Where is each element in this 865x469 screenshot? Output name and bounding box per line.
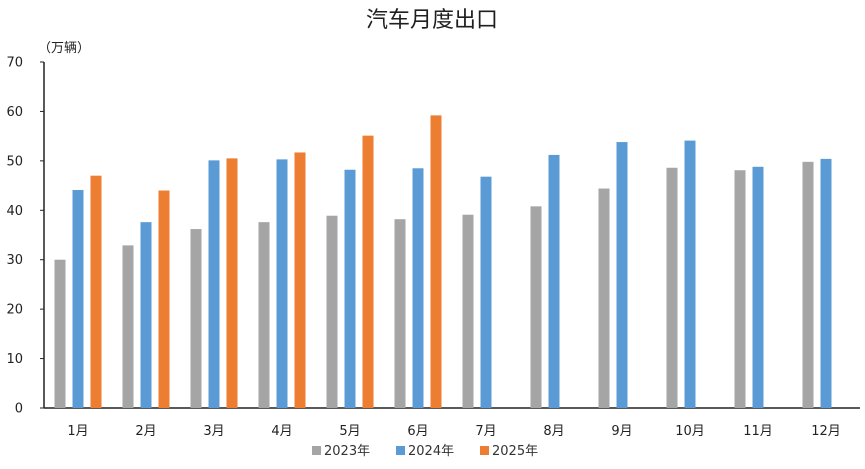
bar-2024年-9月 bbox=[616, 142, 628, 408]
x-tick-label: 4月 bbox=[271, 424, 292, 439]
bar-2024年-6月 bbox=[412, 168, 424, 408]
bar-2025年-5月 bbox=[362, 135, 374, 409]
bar-2024年-4月 bbox=[276, 159, 288, 408]
bar-2024年-3月 bbox=[208, 160, 220, 408]
bar-2024年-12月 bbox=[820, 158, 832, 408]
x-tick-label: 1月 bbox=[67, 424, 88, 439]
y-tick-label: 70 bbox=[6, 56, 23, 71]
y-tick-label: 30 bbox=[6, 253, 23, 268]
y-tick-label: 10 bbox=[6, 352, 23, 367]
bar-2024年-11月 bbox=[752, 166, 764, 408]
legend-swatch bbox=[312, 446, 321, 455]
x-tick-label: 7月 bbox=[475, 424, 496, 439]
bar-2023年-4月 bbox=[258, 222, 270, 408]
legend-label: 2023年 bbox=[324, 444, 370, 459]
x-axis: 1月 2月 3月 4月 5月 6月 7月 8月 9月 10月 11月 12月 bbox=[44, 407, 860, 439]
x-tick-label: 11月 bbox=[743, 424, 773, 439]
bar-2025年-1月 bbox=[90, 175, 102, 408]
bar-2023年-5月 bbox=[326, 215, 338, 408]
bar-2023年-10月 bbox=[666, 167, 678, 408]
bar-2023年-7月 bbox=[462, 214, 474, 408]
x-tick-label: 2月 bbox=[135, 424, 156, 439]
bar-2025年-4月 bbox=[294, 152, 306, 408]
legend: 2023年 2024年 2025年 bbox=[312, 444, 538, 459]
bar-2023年-9月 bbox=[598, 188, 610, 408]
bar-2025年-6月 bbox=[430, 115, 442, 408]
bar-2023年-11月 bbox=[734, 170, 746, 408]
y-tick-label: 50 bbox=[6, 154, 23, 169]
chart-title: 汽车月度出口 bbox=[366, 8, 498, 33]
x-tick-label: 12月 bbox=[811, 424, 841, 439]
x-tick-label: 5月 bbox=[339, 424, 360, 439]
y-tick-label: 60 bbox=[6, 105, 23, 120]
bar-2023年-6月 bbox=[394, 219, 406, 408]
x-tick-label: 6月 bbox=[407, 424, 428, 439]
x-tick-label: 9月 bbox=[611, 424, 632, 439]
bar-2024年-7月 bbox=[480, 176, 492, 408]
y-axis: 0 10 20 30 40 50 60 70 bbox=[6, 56, 45, 417]
legend-swatch bbox=[396, 446, 405, 455]
legend-swatch bbox=[480, 446, 489, 455]
legend-label: 2025年 bbox=[492, 444, 538, 459]
legend-label: 2024年 bbox=[408, 444, 454, 459]
y-axis-unit-label: （万辆） bbox=[38, 41, 90, 56]
bars bbox=[54, 115, 832, 409]
bar-2023年-8月 bbox=[530, 206, 542, 408]
bar-2025年-2月 bbox=[158, 190, 170, 408]
bar-2023年-2月 bbox=[122, 245, 134, 408]
bar-2024年-2月 bbox=[140, 222, 152, 408]
bar-2024年-8月 bbox=[548, 154, 560, 408]
bar-2024年-10月 bbox=[684, 140, 696, 408]
bar-2023年-1月 bbox=[54, 259, 66, 408]
bar-2024年-1月 bbox=[72, 190, 84, 408]
y-tick-label: 40 bbox=[6, 204, 23, 219]
y-tick-label: 20 bbox=[6, 303, 23, 318]
y-tick-label: 0 bbox=[15, 402, 23, 417]
bar-2023年-3月 bbox=[190, 229, 202, 408]
bar-2025年-3月 bbox=[226, 158, 238, 408]
x-tick-label: 8月 bbox=[543, 424, 564, 439]
x-tick-label: 3月 bbox=[203, 424, 224, 439]
bar-2024年-5月 bbox=[344, 169, 356, 408]
x-tick-label: 10月 bbox=[675, 424, 705, 439]
bar-2023年-12月 bbox=[802, 161, 814, 408]
